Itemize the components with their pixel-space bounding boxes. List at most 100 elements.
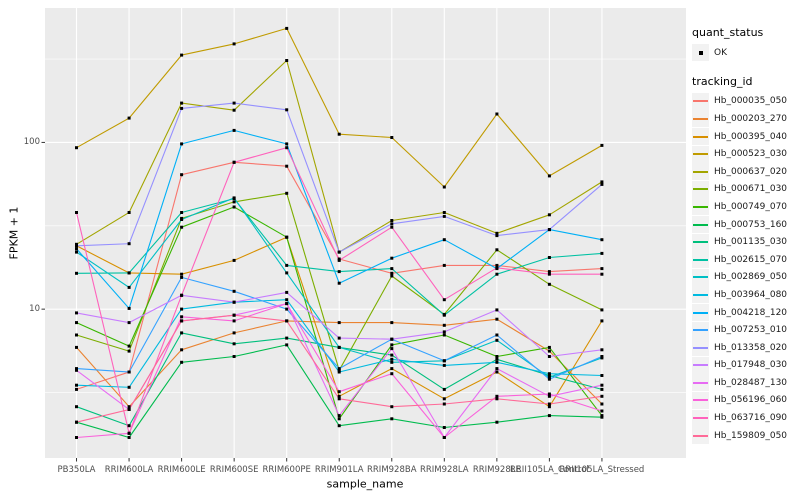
data-point xyxy=(232,331,236,335)
legend-item-Hb_001135_030: Hb_001135_030 xyxy=(692,233,800,251)
data-point xyxy=(390,271,394,275)
line-swatch-icon xyxy=(692,180,709,198)
data-point xyxy=(180,53,184,57)
x-tick-label-RRIM600LA: RRIM600LA xyxy=(104,465,154,475)
data-point xyxy=(390,136,394,139)
legend-title-quant-status: quant_status xyxy=(692,26,764,39)
data-point xyxy=(127,436,131,439)
swatch-line xyxy=(693,276,708,279)
data-point xyxy=(180,319,184,323)
data-point xyxy=(180,211,184,214)
swatch-line xyxy=(693,223,708,226)
data-point xyxy=(180,331,184,335)
data-point xyxy=(75,321,78,325)
legend-item-Hb_017948_030: Hb_017948_030 xyxy=(692,356,800,375)
legend-item-label: Hb_063716_090 xyxy=(714,413,788,424)
data-point xyxy=(285,26,289,30)
data-point xyxy=(600,182,604,186)
data-point xyxy=(547,375,551,379)
data-point xyxy=(180,225,184,229)
swatch-line xyxy=(693,381,708,384)
data-point xyxy=(285,146,289,150)
data-point xyxy=(600,414,604,418)
data-point xyxy=(390,337,394,341)
swatch-line xyxy=(693,293,708,296)
legend-item-Hb_004218_120: Hb_004218_120 xyxy=(692,304,800,322)
data-point xyxy=(495,263,499,267)
data-point xyxy=(390,267,394,271)
swatch-line xyxy=(693,417,708,420)
data-point xyxy=(495,394,499,398)
data-point xyxy=(127,271,131,275)
data-point xyxy=(495,248,499,252)
data-point xyxy=(495,333,499,337)
data-point xyxy=(495,231,499,235)
data-point xyxy=(75,367,78,371)
data-point xyxy=(180,360,184,364)
data-point xyxy=(600,319,604,323)
data-point xyxy=(600,308,604,312)
line-swatch-icon xyxy=(692,409,709,427)
data-point xyxy=(442,397,446,401)
swatch-line xyxy=(693,100,708,103)
data-point xyxy=(600,402,604,406)
data-point xyxy=(390,372,394,376)
data-point xyxy=(390,222,394,226)
data-point xyxy=(547,377,551,381)
data-point xyxy=(337,368,341,372)
data-point xyxy=(600,348,604,352)
data-point xyxy=(285,290,289,294)
data-point xyxy=(285,271,289,275)
legend-item-label: Hb_007253_010 xyxy=(714,325,788,336)
data-point xyxy=(495,357,499,361)
data-point xyxy=(75,420,78,424)
line-swatch-icon xyxy=(692,198,709,216)
legend-item-Hb_002615_070: Hb_002615_070 xyxy=(692,251,800,269)
data-point xyxy=(127,321,131,325)
data-point xyxy=(547,345,551,349)
y-tick-label-10: 10 xyxy=(29,304,40,315)
data-point xyxy=(180,293,184,297)
line-swatch-icon xyxy=(692,391,709,409)
data-point xyxy=(547,282,551,286)
legend-item-Hb_000523_030: Hb_000523_030 xyxy=(692,145,800,163)
data-point xyxy=(442,359,446,363)
data-point xyxy=(285,235,289,239)
data-point xyxy=(75,405,78,409)
data-point xyxy=(495,355,499,358)
legend-item-Hb_007253_010: Hb_007253_010 xyxy=(692,321,800,339)
legend-item-Hb_000671_030: Hb_000671_030 xyxy=(692,180,800,199)
line-swatch-icon xyxy=(692,251,709,269)
data-point xyxy=(127,306,131,310)
legend-item-Hb_013358_020: Hb_013358_020 xyxy=(692,339,800,357)
data-point xyxy=(390,417,394,421)
data-point xyxy=(285,191,289,195)
data-point xyxy=(495,266,499,270)
line-swatch-icon xyxy=(692,128,709,146)
data-point xyxy=(600,355,604,358)
swatch-line xyxy=(693,117,708,120)
data-point xyxy=(75,345,78,349)
line-swatch-icon xyxy=(692,92,709,110)
data-point xyxy=(390,357,394,361)
data-point xyxy=(495,370,499,374)
data-point xyxy=(75,383,78,387)
data-point xyxy=(600,143,604,147)
data-point xyxy=(495,397,499,401)
data-point xyxy=(127,349,131,353)
legend-item-Hb_056196_060: Hb_056196_060 xyxy=(692,391,800,410)
x-tick-label-RRIM901LA: RRIM901LA xyxy=(314,465,364,475)
data-point xyxy=(285,263,289,267)
data-point xyxy=(495,367,499,371)
data-point xyxy=(127,285,131,289)
data-point xyxy=(600,238,604,242)
data-point xyxy=(285,307,289,311)
x-tick-label-RRII105LA_Stressed: RRII105LA_Stressed xyxy=(559,465,645,475)
data-point xyxy=(232,200,236,204)
point-marker-icon xyxy=(698,50,703,55)
data-point xyxy=(442,298,446,302)
data-point xyxy=(442,402,446,406)
data-point xyxy=(337,414,341,418)
